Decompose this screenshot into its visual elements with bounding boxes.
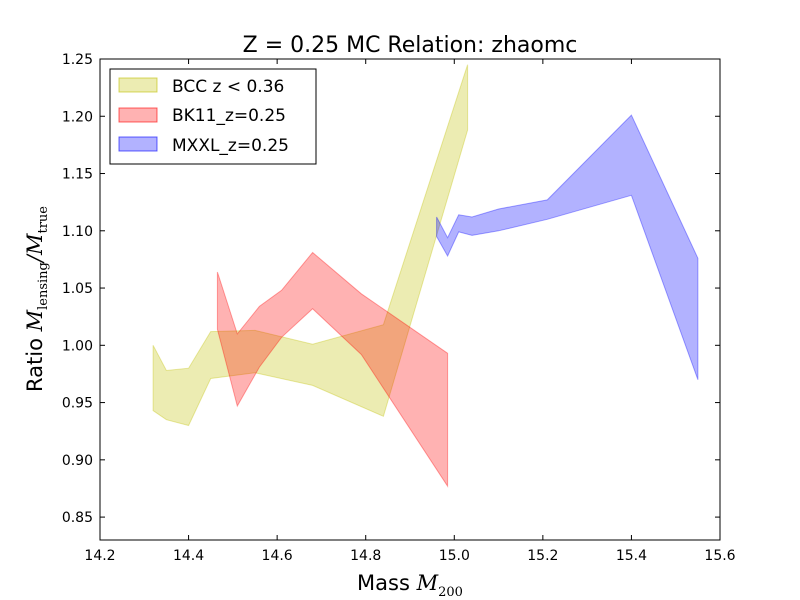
x-axis-label-symbol: M [416,571,439,595]
legend-label-bcc: BCC z < 0.36 [172,77,284,97]
series-band-bcc-z-0-36 [152,64,469,427]
x-tick-label: 14.2 [84,548,115,564]
y-tick-label: 1.00 [62,338,93,354]
chart-title: Z = 0.25 MC Relation: zhaomc [243,33,578,58]
y-tick-label: 1.25 [62,52,93,68]
x-tick-label: 14.6 [262,548,293,564]
legend-box [109,68,317,165]
x-tick-label: 15.6 [704,548,735,564]
y-axis-label-num-subscript: lensing [36,262,51,310]
y-axis-label-den-subscript: true [36,206,51,234]
x-tick-label: 14.4 [173,548,204,564]
x-tick-label: 15.2 [527,548,558,564]
y-axis-label: Ratio Mlensing/Mtrue [23,206,51,392]
legend-swatch-bcc [118,77,158,93]
y-tick-label: 1.05 [62,281,93,297]
y-tick-label: 0.85 [62,510,93,526]
y-axis-label-slash: / [23,253,47,264]
series-band-bk11-z-0-25 [216,251,449,488]
x-axis-label-prefix: Mass [357,571,417,595]
legend-label-mxxl: MXXL_z=0.25 [172,136,289,156]
legend: BCC z < 0.36 BK11_z=0.25 MXXL_z=0.25 [109,68,317,165]
y-tick-label: 0.90 [62,453,93,469]
series-layer [152,64,699,488]
x-tick-label: 15.0 [439,548,470,564]
series-band-mxxl-z-0-25 [436,114,699,380]
y-axis-label-den-symbol: M [23,233,47,256]
x-axis-label: Mass M200 [357,571,463,600]
legend-swatch-bk11 [118,107,158,123]
x-tick-label: 14.8 [350,548,381,564]
x-tick-label: 15.4 [616,548,647,564]
x-axis-label-subscript: 200 [438,585,463,600]
y-tick-label: 0.95 [62,396,93,412]
y-tick-label: 1.15 [62,167,93,183]
tick-layer: 14.2 14.4 14.6 14.8 15.0 15.2 15.4 15.6 0.85 0.90… [62,52,736,564]
legend-label-bk11: BK11_z=0.25 [172,106,286,126]
y-tick-label: 1.10 [62,224,93,240]
y-axis-label-num-symbol: M [23,309,47,332]
plot-frame [99,58,721,541]
y-axis-label-prefix: Ratio [23,331,47,392]
y-tick-label: 1.20 [62,109,93,125]
legend-swatch-mxxl [118,136,158,152]
